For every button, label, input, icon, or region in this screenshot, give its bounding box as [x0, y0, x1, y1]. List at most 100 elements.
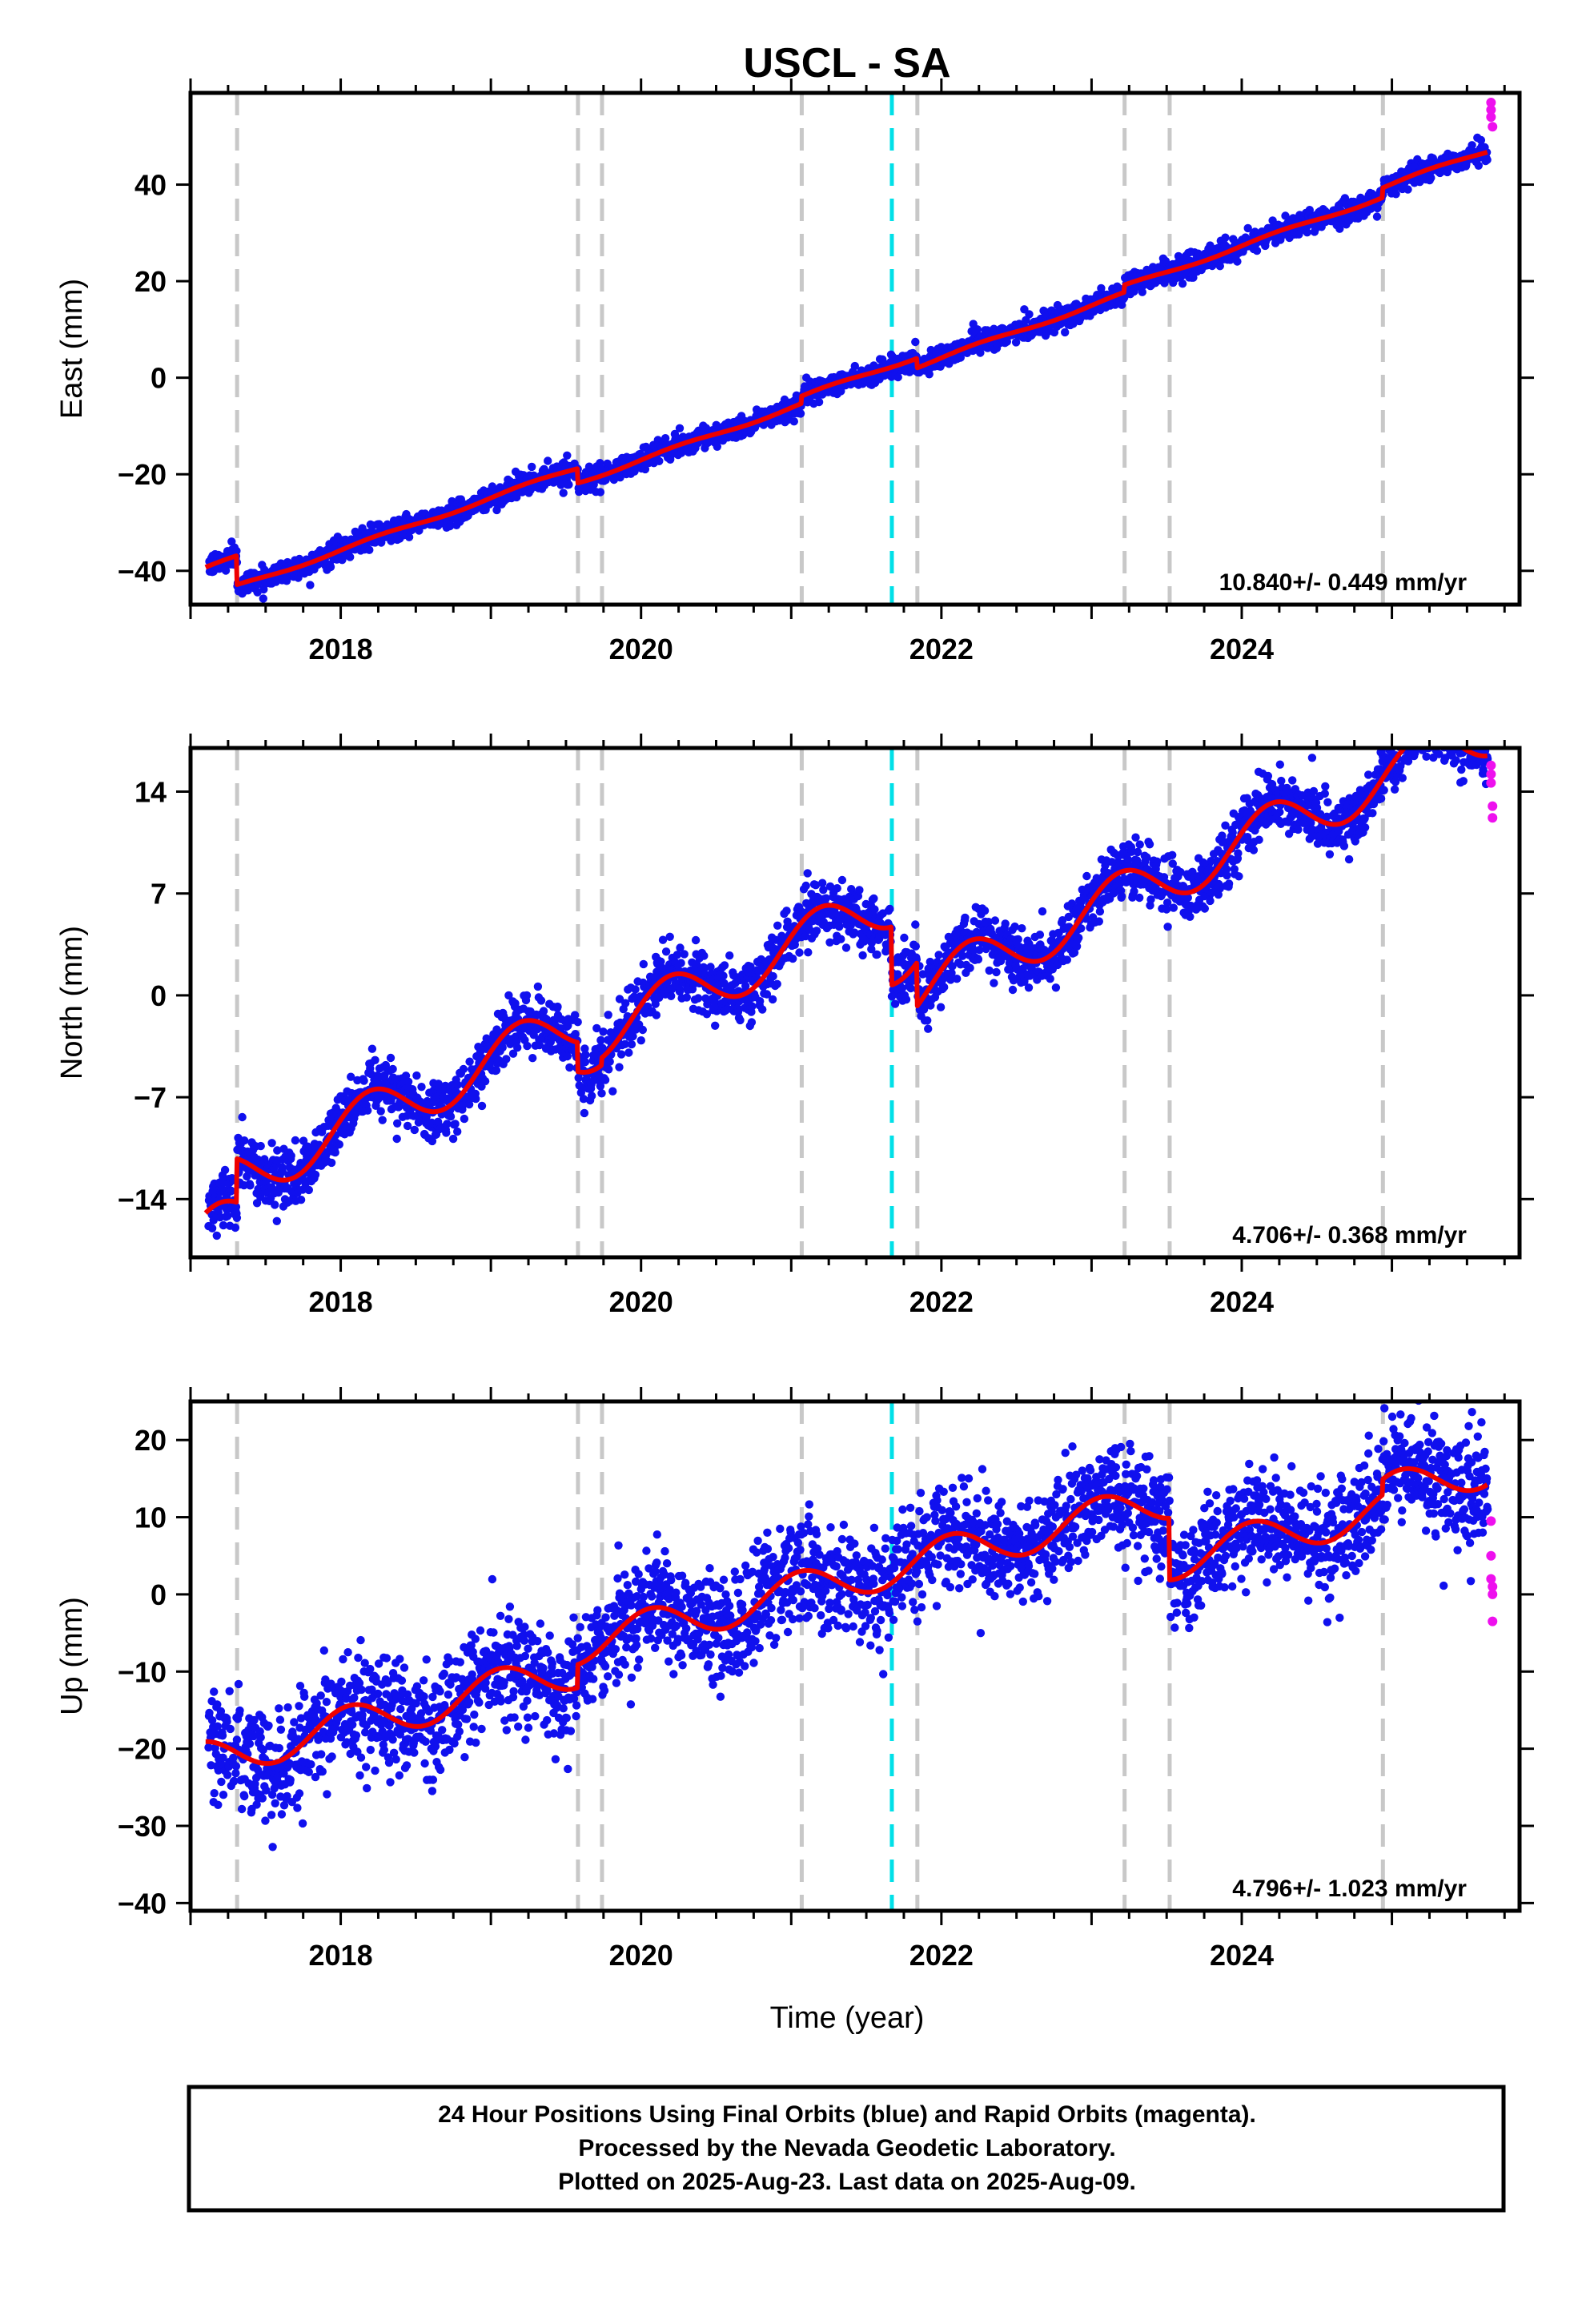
y-tick-label: −40: [118, 555, 167, 588]
final-orbit-point: [536, 996, 546, 1005]
x-tick-label: 2022: [909, 633, 974, 665]
velocity-label: 10.840+/- 0.449 mm/yr: [1219, 569, 1468, 596]
final-orbit-point: [231, 1223, 240, 1232]
final-orbit-point: [608, 1087, 617, 1096]
x-tick-label: 2018: [309, 633, 373, 665]
final-orbit-point: [207, 1224, 217, 1233]
final-orbit-point: [985, 966, 994, 975]
final-orbit-point: [287, 1152, 295, 1160]
final-orbit-point: [1233, 257, 1242, 266]
final-orbit-point: [677, 959, 685, 967]
final-orbit-point: [604, 1011, 612, 1019]
final-orbit-point: [934, 951, 943, 959]
final-orbit-point: [599, 1027, 608, 1036]
final-orbit-point: [403, 1121, 412, 1131]
final-orbit-point: [661, 947, 671, 956]
final-orbit-point: [665, 932, 674, 942]
final-orbit-point: [661, 434, 670, 443]
final-orbit-point: [221, 566, 231, 575]
final-orbit-point: [580, 1108, 589, 1118]
final-orbit-point: [378, 1116, 387, 1124]
final-orbit-point: [966, 963, 974, 972]
final-orbit-point: [212, 1231, 221, 1240]
final-orbit-point: [259, 594, 267, 603]
final-orbit-point: [803, 869, 812, 878]
final-orbit-point: [615, 1063, 624, 1072]
final-orbit-point: [639, 959, 648, 969]
final-orbit-point: [680, 950, 689, 959]
final-orbit-point: [720, 961, 729, 970]
final-orbit-point: [573, 1018, 582, 1027]
final-orbit-point: [563, 451, 572, 460]
final-orbit-point: [442, 1128, 451, 1137]
final-orbit-point: [335, 1140, 343, 1149]
final-orbit-point: [564, 480, 573, 489]
final-orbit-point: [812, 927, 821, 935]
final-orbit-point: [693, 994, 703, 1003]
final-orbit-point: [655, 456, 664, 465]
final-orbit-point: [393, 1119, 402, 1128]
final-orbit-point: [296, 1196, 306, 1204]
rapid-orbit-point: [1486, 112, 1496, 123]
final-orbit-point: [311, 1170, 320, 1180]
final-orbit-point: [719, 971, 728, 980]
y-tick-label: −20: [118, 458, 167, 491]
final-orbit-point: [631, 985, 640, 994]
final-orbit-point: [331, 1148, 339, 1157]
final-orbit-point: [223, 1212, 232, 1220]
final-orbit-point: [477, 1101, 487, 1111]
final-orbit-point: [925, 370, 934, 379]
final-orbit-point: [990, 979, 998, 987]
final-orbit-point: [492, 505, 501, 515]
final-orbit-point: [539, 1007, 548, 1015]
final-orbit-point: [870, 905, 879, 914]
final-orbit-point: [691, 935, 701, 945]
final-orbit-point: [893, 372, 902, 382]
final-orbit-point: [748, 1002, 757, 1011]
final-orbit-point: [587, 1092, 596, 1100]
final-orbit-point: [924, 1024, 933, 1033]
final-orbit-point: [923, 1016, 932, 1025]
final-orbit-point: [711, 1021, 720, 1031]
final-orbit-point: [1403, 185, 1412, 194]
final-orbit-point: [911, 337, 920, 347]
final-orbit-point: [523, 1041, 532, 1051]
final-orbit-point: [346, 553, 355, 561]
final-orbit-point: [789, 417, 798, 426]
final-orbit-point: [756, 997, 765, 1006]
final-orbit-point: [600, 1076, 610, 1084]
final-orbit-point: [232, 1213, 242, 1223]
final-orbit-point: [795, 948, 804, 957]
final-orbit-point: [1178, 279, 1187, 288]
final-orbit-point: [682, 993, 691, 1002]
final-orbit-point: [1035, 931, 1045, 939]
final-orbit-point: [725, 951, 734, 960]
final-orbit-point: [238, 1112, 247, 1122]
final-orbit-point: [363, 1106, 372, 1115]
final-orbit-point: [911, 920, 920, 929]
final-orbit-point: [1018, 924, 1026, 933]
final-orbit-point: [1252, 246, 1262, 255]
final-orbit-point: [596, 459, 604, 468]
final-orbit-point: [404, 533, 414, 541]
final-orbit-point: [627, 1039, 636, 1049]
final-orbit-point: [773, 979, 781, 989]
final-orbit-point: [451, 1120, 460, 1128]
final-orbit-point: [801, 881, 810, 891]
final-orbit-point: [327, 1158, 336, 1168]
final-orbit-point: [841, 943, 851, 952]
final-orbit-point: [533, 982, 543, 991]
final-orbit-point: [1010, 922, 1019, 931]
final-orbit-point: [240, 1136, 249, 1145]
final-orbit-point: [638, 1025, 647, 1035]
final-orbit-point: [911, 942, 921, 951]
final-orbit-point: [528, 1054, 537, 1063]
final-orbit-point: [544, 456, 552, 465]
final-orbit-point: [480, 1077, 490, 1086]
final-orbit-point: [597, 1089, 606, 1098]
final-orbit-point: [980, 907, 990, 915]
final-orbit-point: [412, 1071, 421, 1080]
